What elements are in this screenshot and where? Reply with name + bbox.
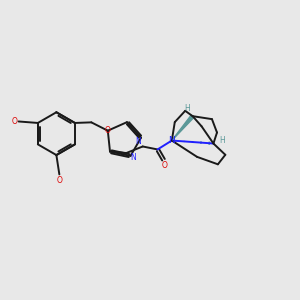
Text: O: O [105, 126, 111, 135]
Text: N: N [136, 137, 142, 146]
Text: O: O [11, 117, 17, 126]
Text: H: H [184, 104, 190, 113]
Polygon shape [172, 115, 194, 140]
Text: O: O [161, 161, 167, 170]
Text: O: O [56, 176, 62, 185]
Text: H: H [219, 136, 225, 145]
Text: N: N [130, 153, 136, 162]
Text: N: N [168, 136, 175, 145]
